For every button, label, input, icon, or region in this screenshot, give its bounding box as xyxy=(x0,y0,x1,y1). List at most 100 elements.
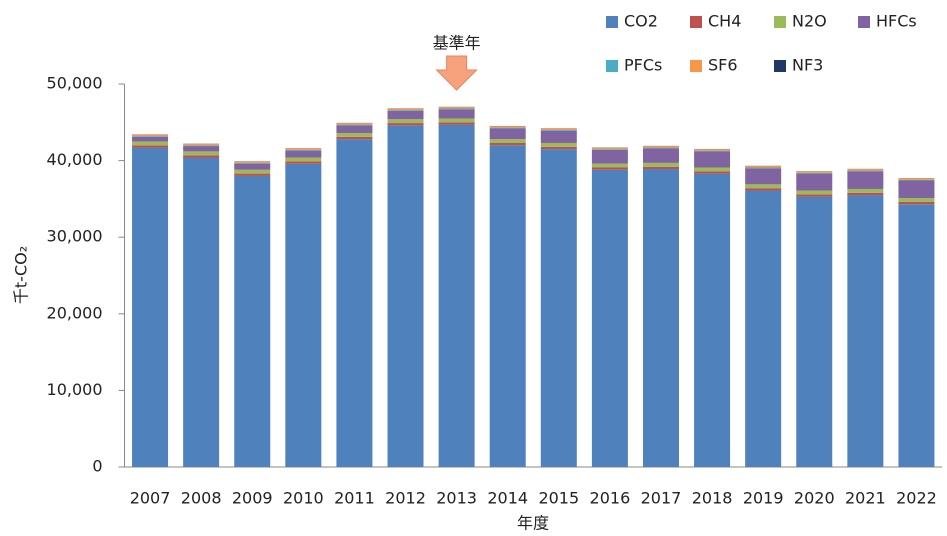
bar-segment xyxy=(490,128,526,139)
bar-segment xyxy=(694,151,730,152)
bar-segment xyxy=(439,122,475,124)
bar-segment xyxy=(745,168,781,184)
bar-segment xyxy=(234,170,270,174)
bar-segment xyxy=(234,164,270,170)
x-tick-label: 2017 xyxy=(641,489,682,508)
legend-label: PFCs xyxy=(624,56,662,75)
y-tick-label: 40,000 xyxy=(47,150,103,169)
bar-segment xyxy=(643,148,679,163)
bar-segment xyxy=(847,193,883,195)
bar-segment xyxy=(336,125,372,133)
bar-segment xyxy=(898,178,934,180)
bar-segment xyxy=(490,126,526,128)
bar-segment xyxy=(541,149,577,467)
bar-segment xyxy=(132,141,168,145)
legend-label: HFCs xyxy=(876,12,917,31)
bar-segment xyxy=(234,161,270,163)
bar-segment xyxy=(745,190,781,467)
bar-segment xyxy=(336,123,372,125)
bar-segment xyxy=(694,151,730,167)
bar-segment xyxy=(847,195,883,467)
bar-segment xyxy=(336,125,372,126)
y-tick-label: 0 xyxy=(92,457,102,476)
legend-swatch xyxy=(774,60,786,72)
y-tick-label: 20,000 xyxy=(47,303,103,322)
bar-segment xyxy=(285,161,321,163)
bar-segment xyxy=(234,174,270,176)
x-tick-label: 2008 xyxy=(181,489,222,508)
bar-segment xyxy=(847,171,883,172)
bar-segment xyxy=(694,174,730,467)
bar-segment xyxy=(745,166,781,168)
bar-segment xyxy=(285,164,321,467)
bar-segment xyxy=(796,173,832,174)
x-tick-label: 2014 xyxy=(487,489,528,508)
bar-segment xyxy=(898,198,934,202)
legend-swatch xyxy=(606,16,618,28)
bar-segment xyxy=(439,118,475,122)
bar-segment xyxy=(643,148,679,149)
bar-segment xyxy=(285,158,321,162)
bar-segment xyxy=(745,184,781,188)
legend-label: N2O xyxy=(792,12,827,31)
x-tick-label: 2007 xyxy=(130,489,171,508)
bar-segment xyxy=(745,188,781,190)
x-tick-label: 2022 xyxy=(896,489,937,508)
bar-segment xyxy=(132,135,168,137)
bar-segment xyxy=(336,137,372,139)
legend-label: CH4 xyxy=(708,12,741,31)
x-tick-label: 2011 xyxy=(334,489,375,508)
y-tick-label: 50,000 xyxy=(47,74,103,93)
bar-segment xyxy=(439,107,475,109)
legend-swatch xyxy=(774,16,786,28)
x-tick-label: 2021 xyxy=(845,489,886,508)
bar-segment xyxy=(439,109,475,118)
bar-segment xyxy=(541,130,577,131)
bar-segment xyxy=(183,151,219,155)
legend-swatch xyxy=(690,16,702,28)
bar-segment xyxy=(132,136,168,137)
bar-segment xyxy=(643,169,679,467)
bar-segment xyxy=(541,131,577,143)
bar-segment xyxy=(183,145,219,146)
bar-segment xyxy=(898,204,934,467)
x-tick-label: 2020 xyxy=(794,489,835,508)
bar-segment xyxy=(336,139,372,467)
bar-segment xyxy=(796,197,832,467)
bar-segment xyxy=(796,171,832,173)
bar-segment xyxy=(592,148,628,150)
bar-segment xyxy=(847,189,883,193)
bar-segment xyxy=(592,164,628,168)
bar-segment xyxy=(234,176,270,467)
bar-segment xyxy=(898,181,934,199)
bar-segment xyxy=(439,125,475,467)
bar-segment xyxy=(388,109,424,111)
bar-segment xyxy=(388,125,424,467)
annotation-arrow xyxy=(437,56,477,90)
bar-segment xyxy=(388,110,424,111)
x-axis-label: 年度 xyxy=(517,514,549,533)
bar-segment xyxy=(490,139,526,143)
bar-segment xyxy=(592,149,628,150)
bar-segment xyxy=(796,190,832,194)
bar-segment xyxy=(898,180,934,181)
bar-segment xyxy=(643,146,679,148)
bar-segment xyxy=(183,146,219,151)
bar-segment xyxy=(643,167,679,169)
x-tick-label: 2018 xyxy=(692,489,733,508)
bar-segment xyxy=(592,167,628,169)
bar-segment xyxy=(490,145,526,467)
bar-segment xyxy=(694,167,730,171)
legend-label: CO2 xyxy=(624,12,658,31)
x-tick-label: 2016 xyxy=(590,489,631,508)
legend-label: SF6 xyxy=(708,56,738,75)
bar-segment xyxy=(183,158,219,467)
bar-segment xyxy=(643,163,679,167)
bar-segment xyxy=(388,123,424,125)
bar-segment xyxy=(132,137,168,142)
bar-segment xyxy=(234,163,270,164)
bar-segment xyxy=(592,150,628,164)
x-tick-label: 2013 xyxy=(436,489,477,508)
x-tick-label: 2019 xyxy=(743,489,784,508)
